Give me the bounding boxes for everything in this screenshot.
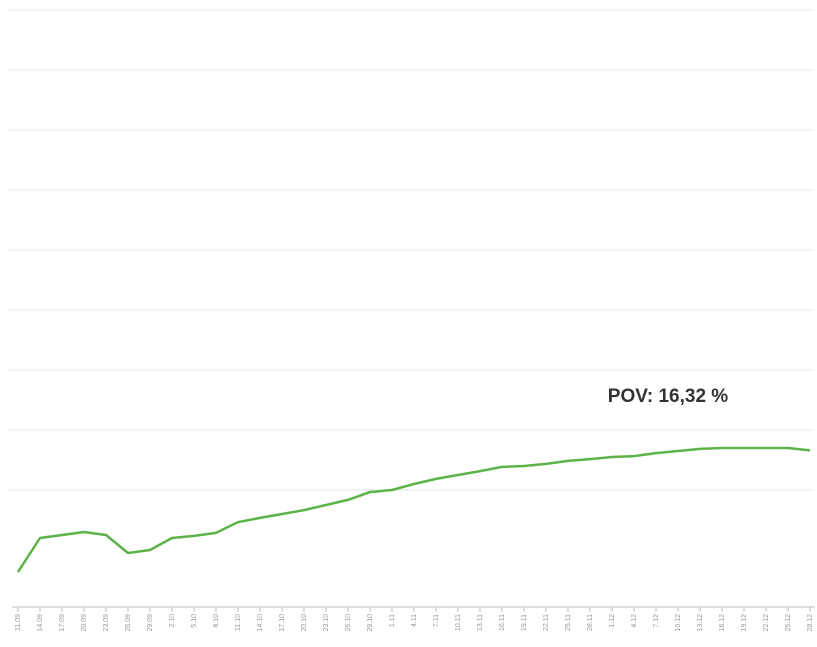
x-tick-label: 28.11 — [587, 614, 594, 631]
x-tick-label: 7.11 — [433, 614, 440, 627]
x-tick-label: 14.09 — [37, 614, 44, 632]
x-tick-label: 16.12 — [719, 614, 726, 632]
x-tick-label: 10.11 — [455, 614, 462, 631]
x-tick-label: 2.10 — [169, 614, 176, 628]
x-tick-label: 8.10 — [213, 614, 220, 628]
x-tick-label: 4.11 — [411, 614, 418, 627]
x-tick-label: 17.10 — [279, 614, 286, 632]
x-tick-label: 29.09 — [147, 614, 154, 632]
x-tick-label: 10.12 — [675, 614, 682, 632]
x-tick-label: 1.12 — [609, 614, 616, 628]
x-tick-label: 11.09 — [15, 614, 22, 631]
x-tick-label: 20.09 — [81, 614, 88, 632]
x-tick-label: 11.10 — [235, 614, 242, 631]
line — [16, 446, 811, 573]
x-tick-label: 22.11 — [543, 614, 550, 631]
x-tick-label: 22.12 — [763, 614, 770, 632]
annotation: POV: 16,32 % — [608, 386, 729, 407]
x-tick-label: 4.12 — [631, 614, 638, 628]
x-tick-label: 7.12 — [653, 614, 660, 628]
x-tick-label: 16.11 — [499, 614, 506, 631]
x-tick-label: 13.11 — [477, 614, 484, 631]
x-tick-label: 19.11 — [521, 614, 528, 631]
x-tick-label: 26.09 — [125, 614, 132, 632]
x-tick-label: 17.09 — [59, 614, 66, 632]
x-tick-label: 28.12 — [807, 614, 814, 632]
x-tick-label: 29.10 — [367, 614, 374, 632]
x-tick-label: 1.11 — [389, 614, 396, 627]
x-tick-label: 19.12 — [741, 614, 748, 632]
x-tick-label: 25.11 — [565, 614, 572, 631]
x-tick-label: 23.10 — [323, 614, 330, 632]
x-tick-label: 23.09 — [103, 614, 110, 632]
x-tick-label: 13.12 — [697, 614, 704, 632]
x-tick-label: 26.10 — [345, 614, 352, 632]
x-tick-label: 25.12 — [785, 614, 792, 632]
x-tick-label: 20.10 — [301, 614, 308, 632]
x-tick-label: 5.10 — [191, 614, 198, 628]
x-tick-label: 14.10 — [257, 614, 264, 632]
